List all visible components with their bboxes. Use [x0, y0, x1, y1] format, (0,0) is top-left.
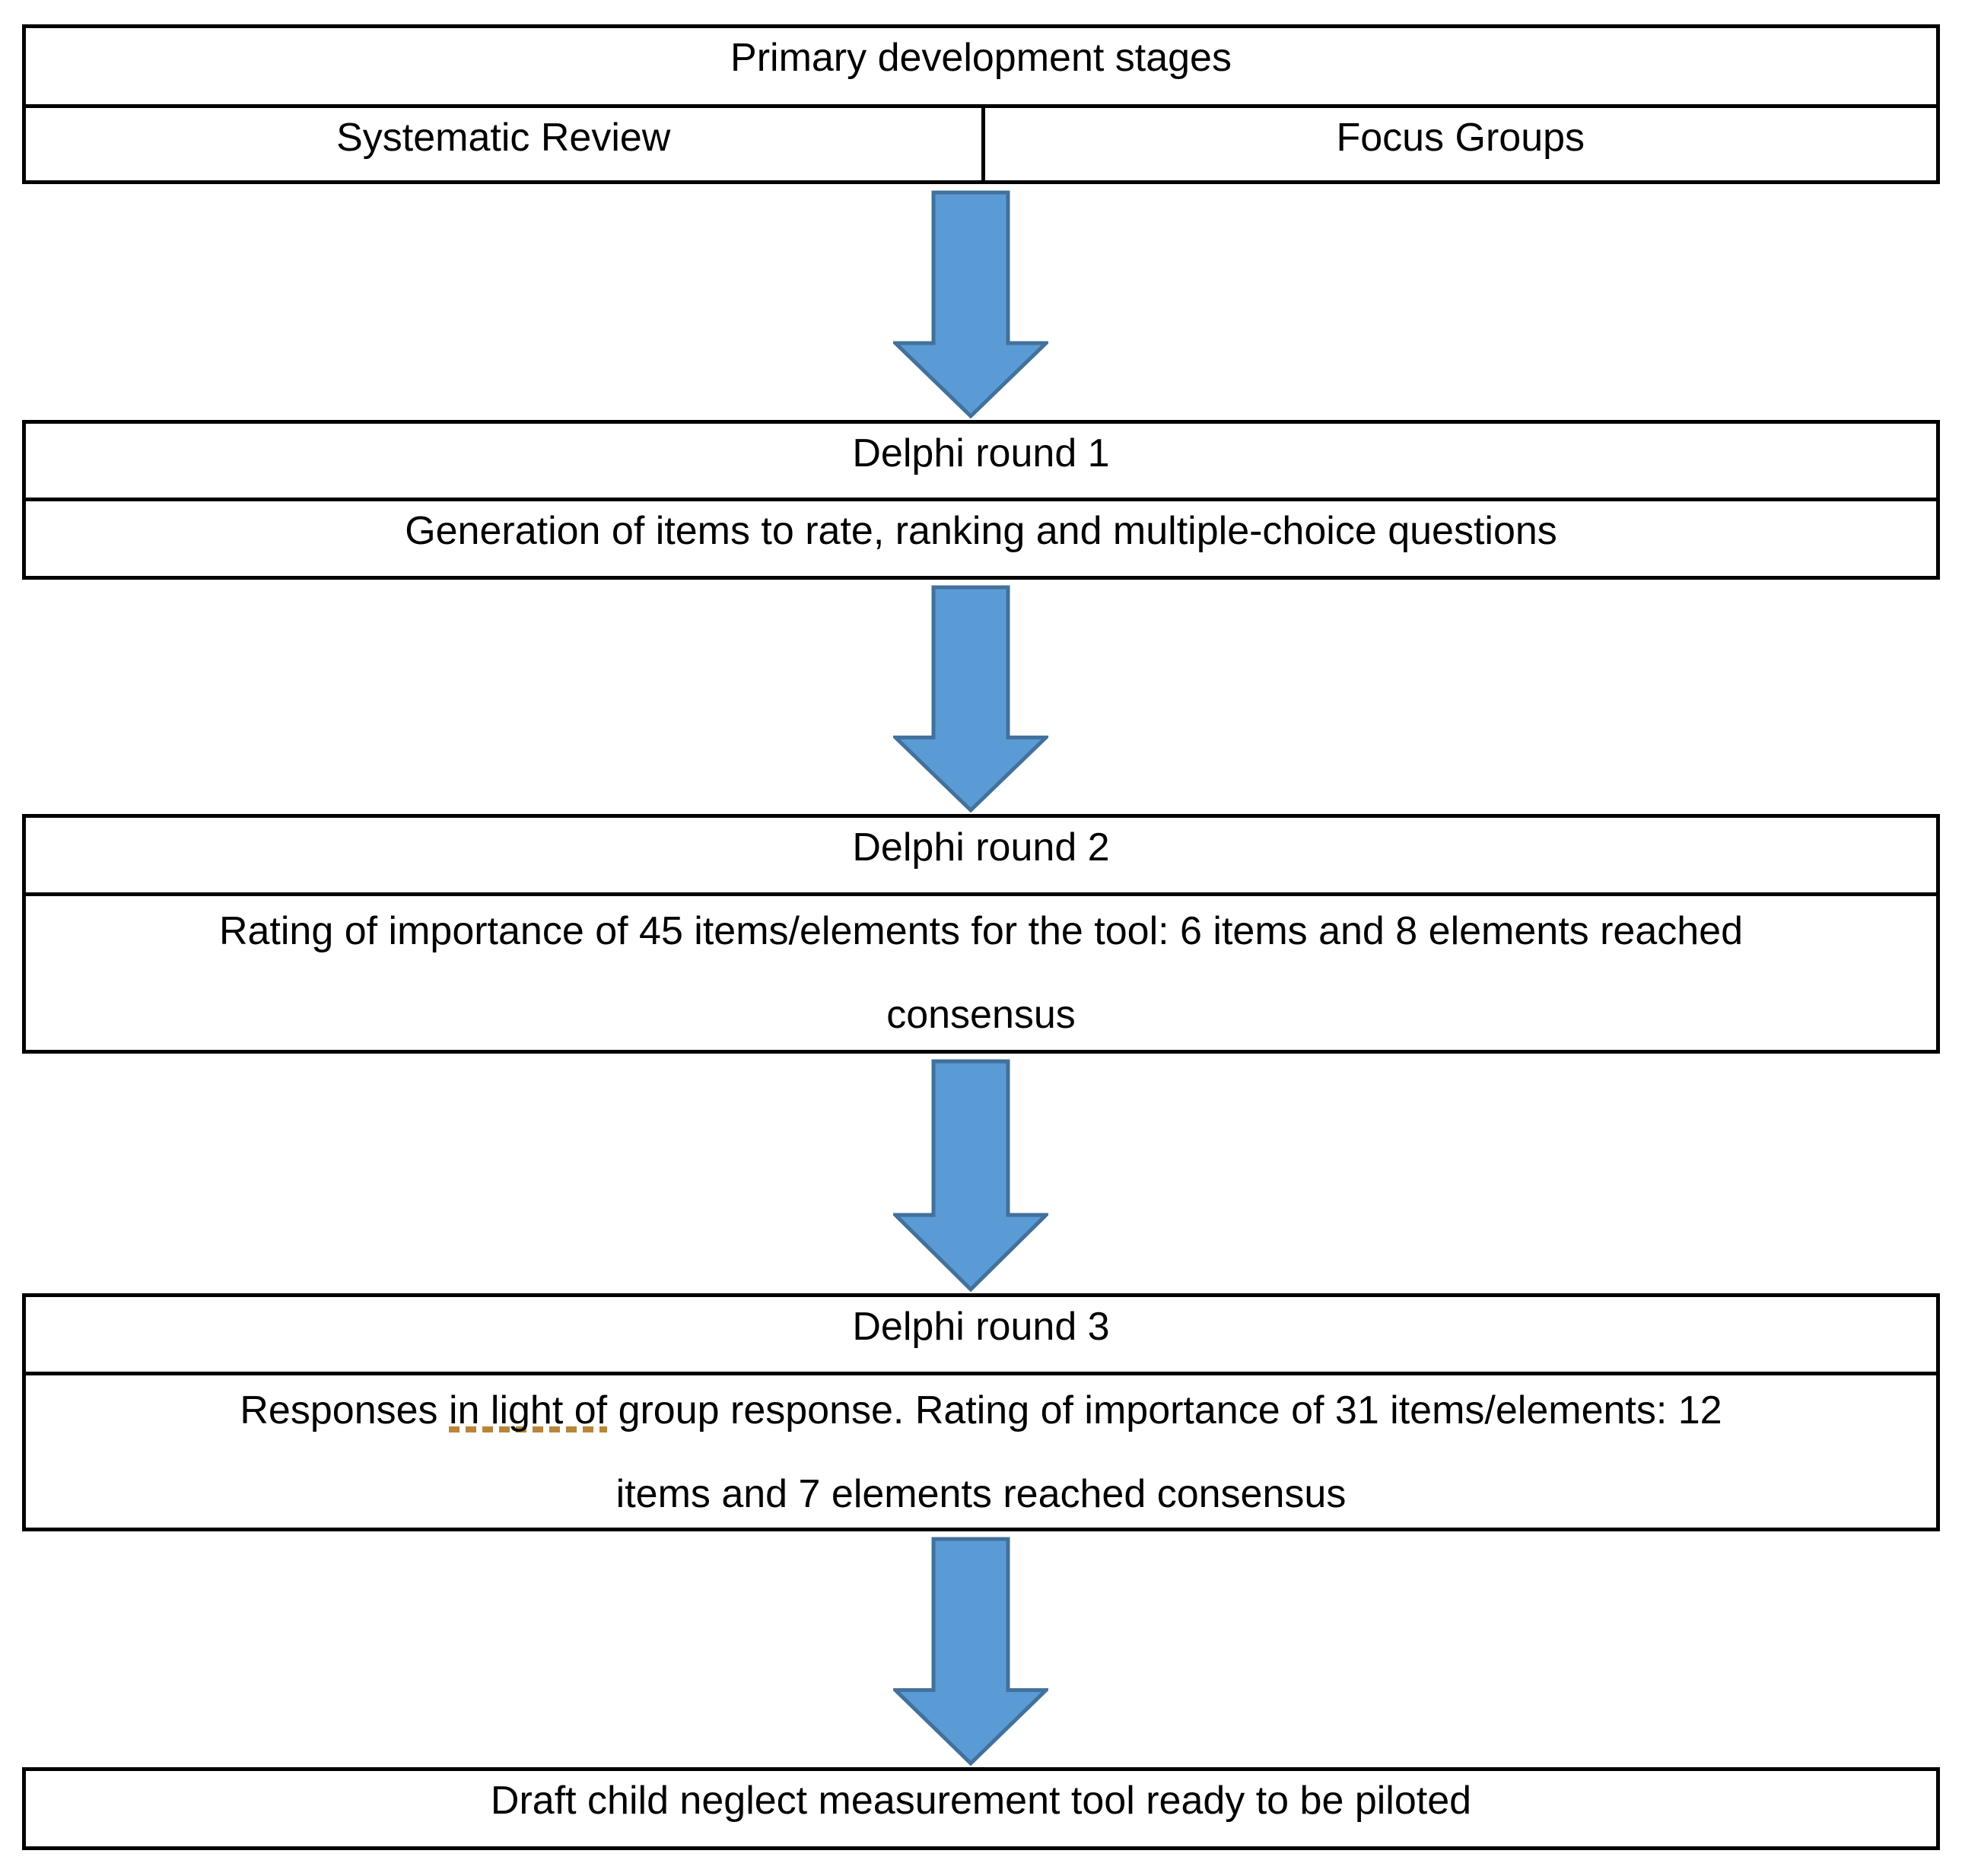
final-outcome-box: Draft child neglect measurement tool rea… — [22, 1767, 1940, 1850]
delphi-round-3-body-line1-prefix: Responses — [240, 1388, 449, 1432]
primary-stages-header: Primary development stages — [730, 36, 1232, 80]
primary-stages-table: Primary development stages Systematic Re… — [22, 24, 1940, 184]
delphi-round-1-title: Delphi round 1 — [852, 431, 1110, 475]
final-outcome-text: Draft child neglect measurement tool rea… — [490, 1779, 1472, 1823]
primary-stages-cells: Systematic Review Focus Groups — [26, 104, 1936, 180]
delphi-round-3-title: Delphi round 3 — [852, 1305, 1110, 1349]
down-arrow-icon — [893, 585, 1048, 812]
down-arrow-shape — [893, 1537, 1048, 1766]
delphi-round-3-body: Responses in light of group response. Ra… — [26, 1372, 1936, 1528]
down-arrow-icon — [893, 190, 1048, 418]
delphi-round-1-table: Delphi round 1 Generation of items to ra… — [22, 420, 1940, 580]
cell-systematic-review: Systematic Review — [336, 116, 671, 160]
down-arrow-shape — [893, 585, 1048, 812]
delphi-round-1-body: Generation of items to rate, ranking and… — [26, 498, 1936, 576]
delphi-round-2-title: Delphi round 2 — [852, 825, 1110, 870]
delphi-round-3-body-line1: Responses in light of group response. Ra… — [26, 1377, 1936, 1461]
delphi-round-3-table: Delphi round 3 Responses in light of gro… — [22, 1293, 1940, 1531]
delphi-round-2-body-line1: Rating of importance of 45 items/element… — [218, 909, 1744, 953]
delphi-round-2-body-line2: consensus — [886, 993, 1076, 1037]
down-arrow-icon — [893, 1059, 1048, 1292]
cell-focus-groups: Focus Groups — [981, 108, 1937, 180]
delphi-round-2-body: Rating of importance of 45 items/element… — [26, 892, 1936, 1050]
down-arrow-shape — [893, 1059, 1048, 1292]
delphi-round-2-table: Delphi round 2 Rating of importance of 4… — [22, 814, 1940, 1054]
delphi-round-3-body-line2: items and 7 elements reached consensus — [615, 1472, 1347, 1516]
down-arrow-icon — [893, 1537, 1048, 1766]
down-arrow-shape — [893, 190, 1048, 418]
delphi-round-3-body-line1-suffix: group response. Rating of importance of … — [607, 1388, 1722, 1432]
grammar-underlined-phrase: in light of — [448, 1388, 608, 1432]
